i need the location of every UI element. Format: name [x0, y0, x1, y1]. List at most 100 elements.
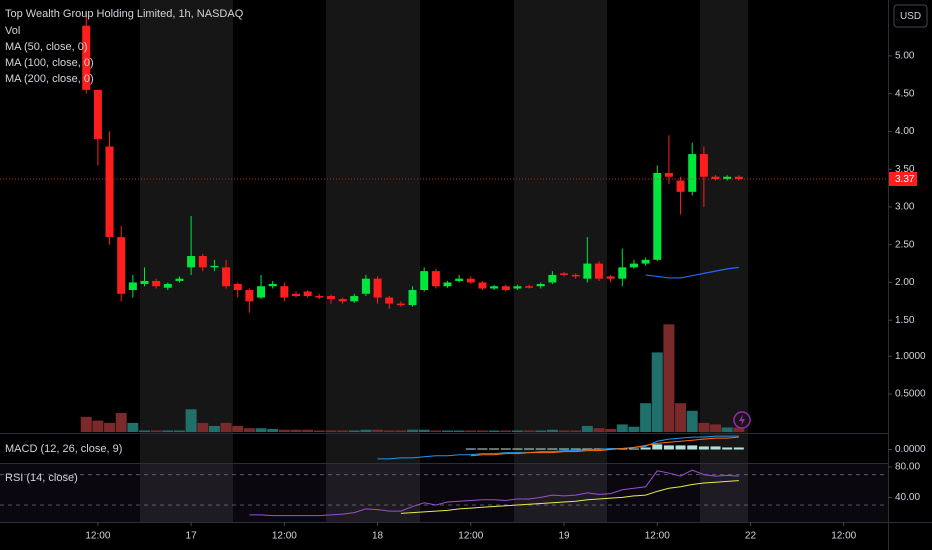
volume-layer: [80, 324, 745, 432]
volume-bar: [593, 428, 605, 432]
candle-body: [431, 271, 440, 287]
macd-histogram-bar: [628, 448, 639, 450]
candle-body: [152, 280, 161, 287]
candle-body: [478, 282, 487, 289]
session-bands: [140, 0, 748, 522]
legend-entry: MA (100, close, 0): [5, 57, 94, 69]
candle-body: [361, 278, 370, 294]
volume-bar: [232, 425, 244, 432]
rsi-tick-label: 80.00: [895, 462, 920, 473]
volume-bar: [651, 352, 663, 432]
legend-entry: MA (50, close, 0): [5, 41, 88, 53]
session-band: [700, 0, 748, 522]
macd-line: [377, 435, 739, 460]
volume-bar: [535, 430, 547, 432]
candle-body: [245, 290, 254, 302]
macd-histogram-bar: [722, 447, 733, 450]
candle-body: [676, 180, 685, 192]
volume-bar: [139, 430, 151, 432]
volume-bar: [302, 429, 314, 432]
candle-body: [385, 297, 394, 304]
volume-tick-label: 1.0000: [895, 351, 926, 362]
volume-bar: [570, 430, 582, 432]
volume-bar: [628, 426, 640, 432]
volume-bar: [488, 430, 500, 432]
candle-body: [292, 293, 300, 297]
volume-bar: [511, 430, 523, 432]
signal-line: [470, 436, 739, 457]
candle-body: [688, 154, 697, 192]
candle-body: [315, 296, 324, 298]
ma-line: [645, 266, 739, 279]
candle-body: [594, 263, 603, 279]
macd-histogram-bar: [593, 448, 604, 450]
rsi-tick-label: 40.00: [895, 492, 920, 503]
candle-body: [326, 296, 335, 300]
volume-bar: [523, 430, 535, 432]
macd-histogram-bar: [559, 448, 570, 450]
volume-bar: [663, 324, 675, 432]
macd-histogram-bar: [465, 448, 476, 450]
volume-bar: [698, 422, 710, 432]
x-tick-label: 12:00: [85, 531, 110, 542]
x-tick-label: 12:00: [458, 531, 483, 542]
candle-body: [210, 265, 219, 268]
macd-histogram-bar: [710, 446, 721, 450]
alert-icon[interactable]: [733, 411, 751, 429]
legend: Top Wealth Group Holding Limited, 1h, NA…: [5, 8, 244, 484]
candle-body: [455, 278, 464, 281]
volume-bar: [733, 427, 745, 432]
legend-entry: MA (200, close, 0): [5, 73, 94, 85]
candle-body: [583, 263, 592, 279]
y-tick-label: 3.00: [895, 202, 915, 213]
candle-body: [734, 176, 743, 179]
candle-body: [629, 263, 638, 268]
candle-body: [420, 271, 429, 291]
macd-histogram-bar: [477, 448, 488, 450]
candle-body: [699, 154, 708, 177]
volume-bar: [208, 425, 220, 432]
volume-bar: [337, 430, 349, 432]
candle-body: [548, 274, 557, 283]
volume-bar: [430, 430, 442, 432]
candle-body: [723, 176, 732, 179]
volume-bar: [267, 428, 279, 432]
volume-bar: [290, 429, 302, 432]
volume-bar: [243, 428, 255, 432]
alert-icon-bolt[interactable]: [739, 414, 745, 426]
volume-bar: [173, 430, 185, 432]
volume-bar: [418, 429, 430, 432]
volume-bar: [197, 422, 209, 432]
alert-icon-circle[interactable]: [733, 411, 751, 429]
currency-button[interactable]: [893, 4, 928, 28]
y-tick-label: 2.50: [895, 239, 915, 250]
volume-bar: [372, 429, 384, 432]
rsi-background: [0, 464, 888, 522]
last-price-label: 3.37: [895, 174, 915, 185]
rsi-title: RSI (14, close): [5, 472, 78, 484]
macd-layer: [377, 435, 744, 460]
candle-body: [350, 296, 359, 302]
macd-histogram-bar: [652, 444, 663, 450]
candle-body: [82, 25, 91, 90]
volume-bar: [383, 430, 395, 432]
volume-bar: [115, 413, 127, 432]
macd-histogram-bar: [489, 448, 500, 450]
volume-bar: [255, 428, 267, 432]
macd-histogram-bar: [524, 448, 535, 450]
candle-body: [280, 286, 289, 298]
volume-bar: [640, 403, 652, 432]
rsi-ma-line: [400, 480, 739, 514]
candle-body: [373, 278, 382, 298]
session-band: [514, 0, 607, 522]
candle-body: [501, 286, 510, 291]
volume-bar: [220, 422, 232, 432]
volume-tick-label: 0.5000: [895, 389, 926, 400]
y-tick-label: 2.00: [895, 277, 915, 288]
candle-body: [466, 278, 475, 283]
macd-tick-label: 0.0000: [895, 444, 926, 455]
y-tick-label: 1.50: [895, 315, 915, 326]
currency-label[interactable]: USD: [900, 11, 921, 22]
volume-bar: [453, 430, 465, 432]
